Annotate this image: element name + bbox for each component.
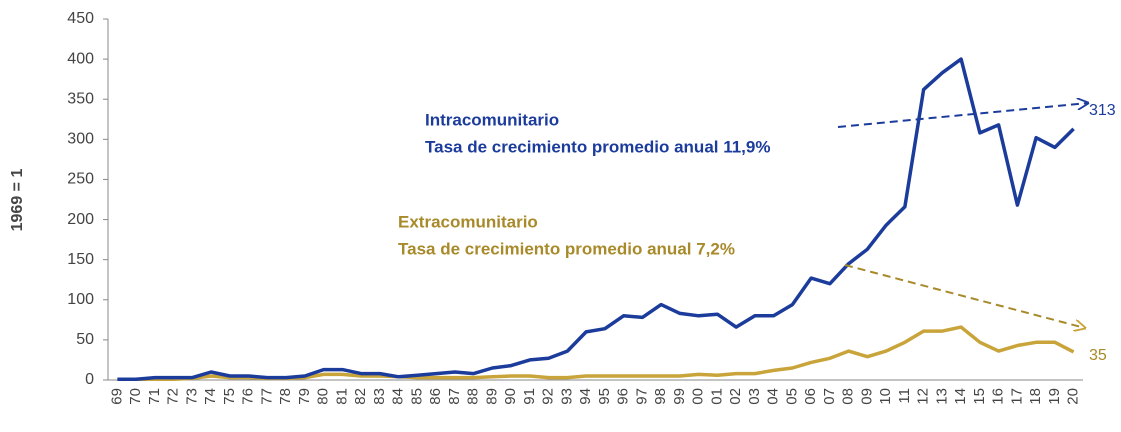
x-tick-label: 02 (727, 388, 744, 405)
x-tick-label: 72 (165, 388, 182, 405)
x-tick-label: 98 (652, 388, 669, 405)
annotation: Tasa de crecimiento promedio anual 7,2% (398, 239, 735, 258)
y-tick-label: 0 (85, 371, 94, 388)
x-tick-label: 92 (540, 388, 557, 405)
x-tick-label: 80 (315, 388, 332, 405)
x-tick-label: 19 (1046, 388, 1063, 405)
x-tick-label: 03 (746, 388, 763, 405)
y-tick-label: 50 (76, 331, 94, 348)
x-tick-label: 77 (258, 388, 275, 405)
x-tick-label: 20 (1065, 388, 1082, 405)
x-tick-label: 09 (858, 388, 875, 405)
x-tick-label: 96 (615, 388, 632, 405)
y-tick-label: 300 (67, 131, 94, 148)
annotation: Tasa de crecimiento promedio anual 11,9% (425, 137, 770, 156)
y-tick-label: 200 (67, 211, 94, 228)
x-tick-label: 79 (296, 388, 313, 405)
x-tick-label: 88 (465, 388, 482, 405)
x-tick-label: 11 (896, 388, 913, 404)
y-tick-label: 250 (67, 171, 94, 188)
y-tick-label: 450 (67, 10, 94, 27)
x-tick-label: 14 (952, 388, 969, 405)
x-tick-label: 82 (352, 388, 369, 405)
trend-arrow (844, 264, 1085, 328)
x-tick-label: 93 (558, 388, 575, 405)
series-name: Extracomunitario (398, 212, 538, 231)
x-tick-label: 95 (596, 388, 613, 405)
x-tick-label: 84 (390, 388, 407, 405)
x-tick-label: 04 (765, 388, 782, 405)
x-tick-label: 81 (333, 388, 350, 405)
x-tick-label: 01 (708, 388, 725, 405)
x-tick-label: 70 (127, 388, 144, 405)
y-axis-label: 1969 = 1 (9, 169, 26, 232)
end-value-label: 35 (1089, 347, 1107, 364)
x-tick-label: 91 (521, 388, 538, 405)
x-tick-label: 90 (502, 388, 519, 405)
x-tick-label: 71 (146, 388, 163, 405)
x-tick-label: 15 (971, 388, 988, 405)
data-line (117, 325, 1075, 381)
x-tick-label: 75 (221, 388, 238, 405)
x-tick-label: 94 (577, 388, 594, 405)
x-tick-label: 85 (408, 388, 425, 405)
y-tick-label: 400 (67, 50, 94, 67)
x-tick-label: 18 (1027, 388, 1044, 405)
x-tick-label: 87 (446, 388, 463, 405)
x-tick-label: 05 (783, 388, 800, 405)
x-tick-label: 16 (990, 388, 1007, 405)
x-tick-label: 08 (840, 388, 857, 405)
x-tick-label: 07 (821, 388, 838, 405)
y-tick-label: 100 (67, 291, 94, 308)
x-tick-label: 73 (183, 388, 200, 405)
x-tick-label: 83 (371, 388, 388, 405)
x-tick-label: 10 (877, 388, 894, 405)
x-tick-label: 17 (1008, 388, 1025, 405)
x-tick-label: 74 (202, 388, 219, 405)
x-tick-label: 89 (483, 388, 500, 405)
x-tick-label: 12 (915, 388, 932, 405)
data-line (117, 57, 1075, 381)
x-tick-label: 76 (240, 388, 257, 405)
x-tick-label: 97 (633, 388, 650, 405)
x-tick-label: 78 (277, 388, 294, 405)
x-tick-label: 06 (802, 388, 819, 405)
y-tick-label: 150 (67, 251, 94, 268)
x-tick-label: 69 (108, 388, 125, 405)
x-tick-label: 00 (690, 388, 707, 405)
trend-arrow (837, 103, 1088, 128)
x-tick-label: 13 (933, 388, 950, 405)
series-name: Intracomunitario (425, 110, 559, 129)
y-tick-label: 350 (67, 90, 94, 107)
x-tick-label: 86 (427, 388, 444, 405)
end-value-label: 313 (1089, 102, 1116, 119)
x-tick-label: 99 (671, 388, 688, 405)
